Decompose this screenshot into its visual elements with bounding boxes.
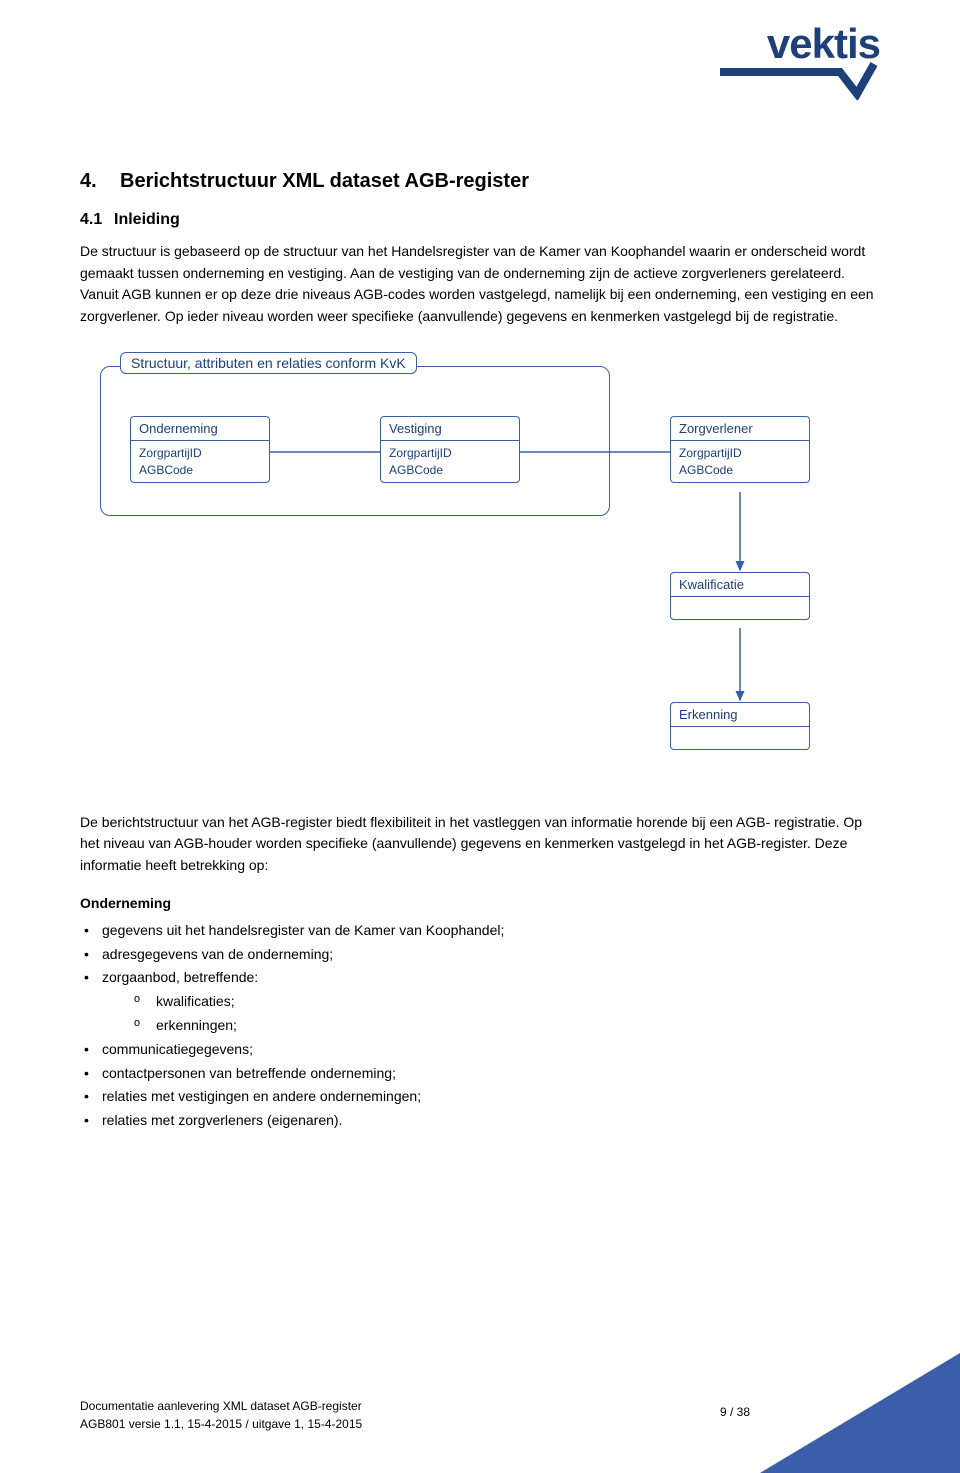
list-item: contactpersonen van betreffende ondernem… (80, 1062, 880, 1086)
entity-zorgverlener-attr1: ZorgpartijID (679, 445, 801, 462)
list-item: communicatiegegevens; (80, 1038, 880, 1062)
brand-logo: vektis (720, 20, 880, 100)
list-item: adresgegevens van de onderneming; (80, 943, 880, 967)
entity-zorgverlener: Zorgverlener ZorgpartijID AGBCode (670, 416, 810, 484)
entity-erkenning: Erkenning (670, 702, 810, 750)
intro-paragraph: De structuur is gebaseerd op de structuu… (80, 241, 880, 328)
paragraph-flexibility: De berichtstructuur van het AGB-register… (80, 812, 880, 877)
structure-diagram: Structuur, attributen en relaties confor… (100, 352, 860, 782)
list-item: kwalificaties; (130, 990, 880, 1014)
entity-onderneming-title: Onderneming (130, 416, 270, 440)
entity-zorgverlener-title: Zorgverlener (670, 416, 810, 440)
section-number: 4. (80, 170, 120, 193)
entity-onderneming-attr1: ZorgpartijID (139, 445, 261, 462)
list-item: relaties met zorgverleners (eigenaren). (80, 1109, 880, 1133)
entity-vestiging-attr1: ZorgpartijID (389, 445, 511, 462)
entity-vestiging-body: ZorgpartijID AGBCode (380, 440, 520, 484)
list-item: zorgaanbod, betreffende: kwalificaties; … (80, 966, 880, 1037)
list-item: relaties met vestigingen en andere onder… (80, 1085, 880, 1109)
entity-erkenning-body (670, 726, 810, 750)
list-item: gegevens uit het handelsregister van de … (80, 919, 880, 943)
entity-kwalificatie-title: Kwalificatie (670, 572, 810, 596)
page-number: 9 / 38 (720, 1405, 750, 1419)
section-heading: 4.Berichtstructuur XML dataset AGB-regis… (80, 170, 880, 193)
section-title: Berichtstructuur XML dataset AGB-registe… (120, 170, 529, 192)
entity-vestiging-title: Vestiging (380, 416, 520, 440)
page-footer: Documentatie aanlevering XML dataset AGB… (80, 1397, 362, 1433)
entity-erkenning-title: Erkenning (670, 702, 810, 726)
list-item-text: zorgaanbod, betreffende: (102, 969, 258, 985)
corner-triangle-icon (760, 1353, 960, 1473)
footer-version: AGB801 versie 1.1, 15-4-2015 / uitgave 1… (80, 1415, 362, 1433)
entity-kwalificatie-body (670, 596, 810, 620)
entity-onderneming-body: ZorgpartijID AGBCode (130, 440, 270, 484)
entity-onderneming-attr2: AGBCode (139, 462, 261, 479)
subsection-heading: 4.1Inleiding (80, 211, 880, 229)
entity-zorgverlener-body: ZorgpartijID AGBCode (670, 440, 810, 484)
footer-doc-title: Documentatie aanlevering XML dataset AGB… (80, 1397, 362, 1415)
entity-kwalificatie: Kwalificatie (670, 572, 810, 620)
entity-onderneming: Onderneming ZorgpartijID AGBCode (130, 416, 270, 484)
entity-vestiging-attr2: AGBCode (389, 462, 511, 479)
brand-name: vektis (767, 20, 880, 67)
list-heading-onderneming: Onderneming (80, 895, 880, 911)
list-item: erkenningen; (130, 1014, 880, 1038)
onderneming-bullet-list: gegevens uit het handelsregister van de … (80, 919, 880, 1133)
sub-bullet-list: kwalificaties; erkenningen; (102, 990, 880, 1038)
entity-vestiging: Vestiging ZorgpartijID AGBCode (380, 416, 520, 484)
entity-zorgverlener-attr2: AGBCode (679, 462, 801, 479)
subsection-number: 4.1 (80, 211, 114, 229)
kvk-label: Structuur, attributen en relaties confor… (120, 352, 417, 374)
subsection-title: Inleiding (114, 211, 180, 228)
